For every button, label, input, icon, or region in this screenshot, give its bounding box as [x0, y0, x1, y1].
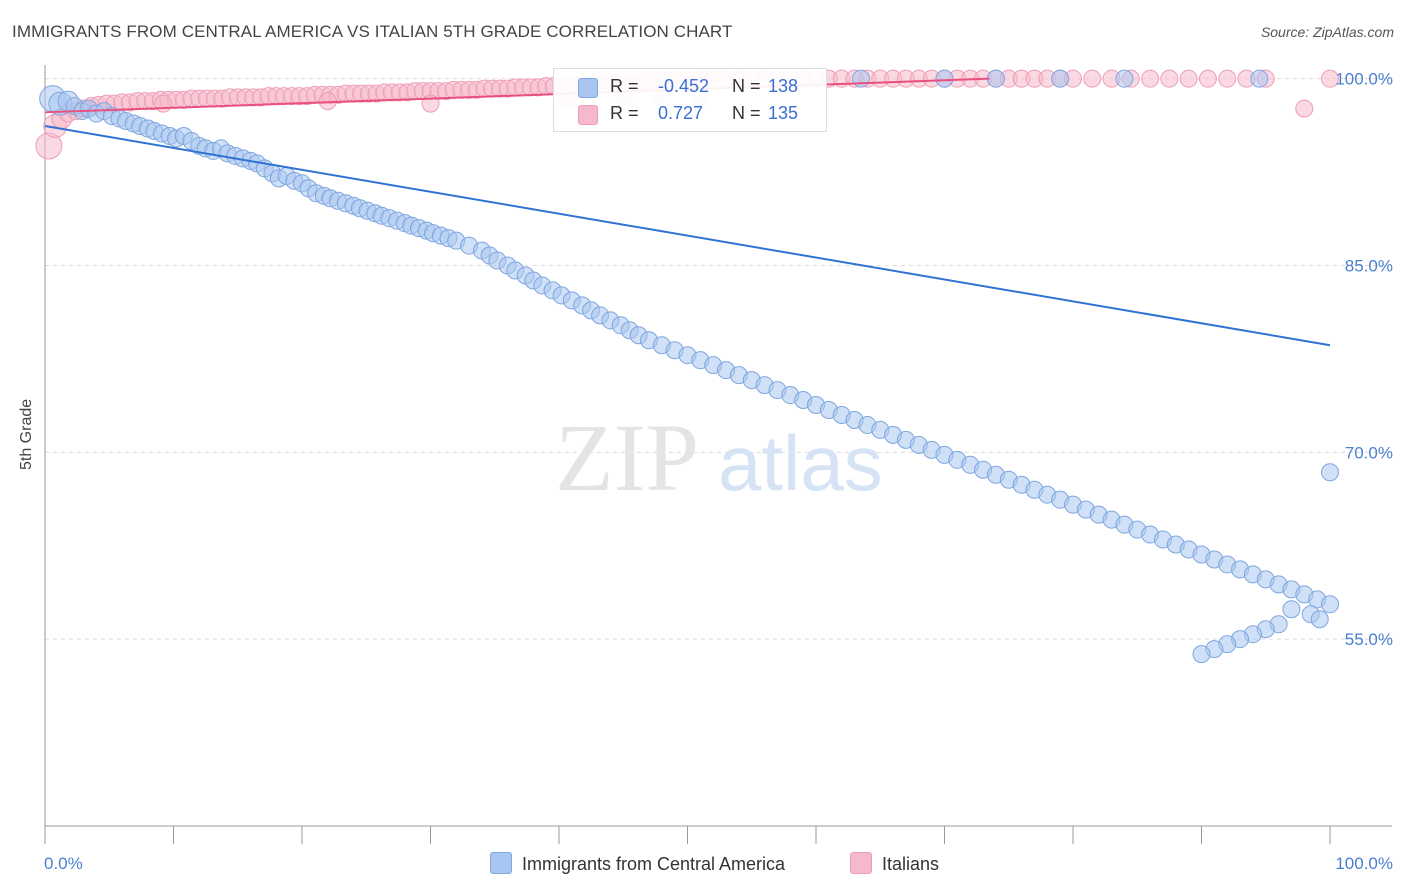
legend-r-value: -0.452 — [658, 76, 710, 96]
legend-item-italians[interactable]: Italians — [850, 852, 939, 875]
italians-point — [1295, 99, 1314, 118]
series-legend: Immigrants from Central America Italians — [0, 852, 1406, 878]
italians-point — [1321, 69, 1339, 88]
trendlines — [44, 77, 1331, 347]
source-label: Source: ZipAtlas.com — [1260, 24, 1394, 40]
x-tick-label: 100.0% — [1335, 854, 1393, 873]
legend-row-blue: R = -0.452 N = 138 — [554, 74, 826, 102]
central-america-point — [1192, 645, 1211, 664]
central-america-trendline — [44, 125, 1331, 347]
y-tick-labels: 100.0% 85.0% 70.0% 55.0% — [1335, 70, 1393, 649]
legend-n-value: 138 — [768, 76, 799, 96]
legend-swatch-pink — [850, 852, 872, 874]
legend-swatch-pink — [578, 105, 598, 125]
legend-n-label: N = — [732, 103, 761, 123]
legend-swatch-blue — [578, 78, 598, 98]
italians-point — [1198, 69, 1217, 88]
legend-swatch-blue — [490, 852, 512, 874]
legend-r-label: R = — [610, 103, 639, 123]
central-america-point — [1250, 69, 1269, 88]
central-america-point — [1310, 610, 1329, 629]
legend-item-central-america[interactable]: Immigrants from Central America — [490, 852, 785, 875]
legend-row-pink: R = 0.727 N = 135 — [554, 101, 826, 129]
watermark: ZIP atlas — [555, 404, 883, 511]
central-america-point — [986, 69, 1005, 88]
central-america-points — [39, 69, 1339, 664]
watermark-zip: ZIP — [555, 404, 699, 511]
central-america-point — [1321, 595, 1339, 614]
watermark-atlas: atlas — [718, 419, 883, 507]
axes — [44, 65, 1392, 844]
x-tick-labels: 0.0% 100.0% — [44, 854, 1393, 873]
chart-title: IMMIGRANTS FROM CENTRAL AMERICA VS ITALI… — [12, 22, 733, 41]
italians-point — [1083, 69, 1102, 88]
y-tick-label: 55.0% — [1345, 630, 1393, 649]
italians-point — [154, 94, 173, 113]
central-america-point — [1321, 463, 1339, 482]
legend-n-label: N = — [732, 76, 761, 96]
italians-point — [1179, 69, 1198, 88]
legend-label: Italians — [882, 854, 940, 874]
central-america-point — [1282, 600, 1301, 619]
y-tick-label: 100.0% — [1335, 70, 1393, 89]
central-america-point — [1115, 69, 1134, 88]
italians-trendline — [44, 77, 990, 114]
central-america-point — [1051, 69, 1070, 88]
legend-label: Immigrants from Central America — [522, 854, 786, 874]
legend-r-value: 0.727 — [658, 103, 704, 123]
y-tick-label: 85.0% — [1345, 257, 1393, 276]
italians-point — [1218, 69, 1237, 88]
stats-legend: R = -0.452 N = 138 R = 0.727 N = 135 — [553, 68, 827, 132]
y-tick-label: 70.0% — [1345, 443, 1393, 462]
central-america-point — [935, 69, 954, 88]
central-america-point — [851, 69, 870, 88]
italians-point — [1141, 69, 1160, 88]
italians-point — [1160, 69, 1179, 88]
legend-n-value: 135 — [768, 103, 799, 123]
x-tick-label: 0.0% — [44, 854, 83, 873]
legend-r-label: R = — [610, 76, 639, 96]
